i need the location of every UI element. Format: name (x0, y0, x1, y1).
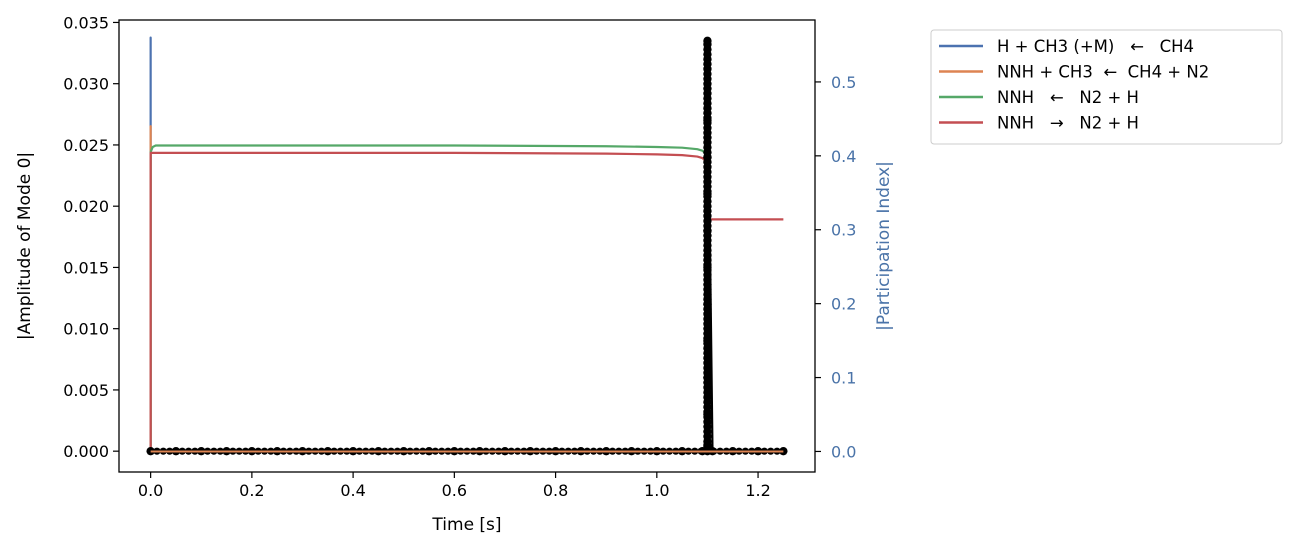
y-left-tick-label: 0.005 (63, 381, 109, 400)
y-right-tick-label: 0.2 (831, 295, 856, 314)
y-left-tick-label: 0.015 (63, 258, 109, 277)
plot-series (146, 36, 788, 456)
data-point-amplitude-spike (703, 40, 712, 49)
y-left-tick-label: 0.000 (63, 442, 109, 461)
x-tick-label: 0.2 (239, 481, 264, 500)
series-line-3 (149, 144, 709, 452)
plot-area (146, 36, 788, 456)
x-tick-label: 0.4 (340, 481, 365, 500)
y-axis-label-left: |Amplitude of Mode 0| (15, 152, 35, 340)
y-right-tick-label: 0.5 (831, 73, 856, 92)
y-left-tick-label: 0.020 (63, 197, 109, 216)
legend-box (930, 29, 1283, 145)
y-axis-label-right: |Participation Index| (874, 161, 894, 331)
axes: 0.0 0.2 0.4 0.6 0.8 1.0 1.2 0.000 0.005 0.010 0.01… (63, 13, 856, 500)
legend-label: NNH ← N2 + H (997, 88, 1139, 107)
legend-label: H + CH3 (+M) ← CH4 (997, 37, 1194, 56)
y-left-tick-label: 0.025 (63, 136, 109, 155)
x-tick-label: 0.6 (442, 481, 467, 500)
plot-frame (118, 19, 816, 473)
y-right-tick-label: 0.1 (831, 369, 856, 388)
y-right-tick-label: 0.4 (831, 147, 856, 166)
y-left-tick-label: 0.030 (63, 75, 109, 94)
x-tick-label: 1.2 (745, 481, 770, 500)
y-right-tick-label: 0.3 (831, 221, 856, 240)
legend-label: NNH → N2 + H (997, 114, 1139, 133)
series-line-4 (149, 151, 784, 452)
series-line-1 (149, 36, 784, 453)
series-line-2 (149, 125, 784, 453)
x-axis-label: Time [s] (431, 515, 501, 535)
series-line-amplitude (150, 40, 784, 453)
y-right-tick-label: 0.0 (831, 442, 856, 461)
y-left-tick-label: 0.010 (63, 320, 109, 339)
x-tick-label: 0.8 (543, 481, 568, 500)
y-left-tick-label: 0.035 (63, 13, 109, 32)
legend: H + CH3 (+M) ← CH4 NNH + CH3 ← CH4 + N2 NN… (930, 29, 1283, 145)
x-tick-label: 0.0 (138, 481, 163, 500)
x-tick-label: 1.0 (644, 481, 669, 500)
legend-label: NNH + CH3 ← CH4 + N2 (997, 63, 1209, 82)
